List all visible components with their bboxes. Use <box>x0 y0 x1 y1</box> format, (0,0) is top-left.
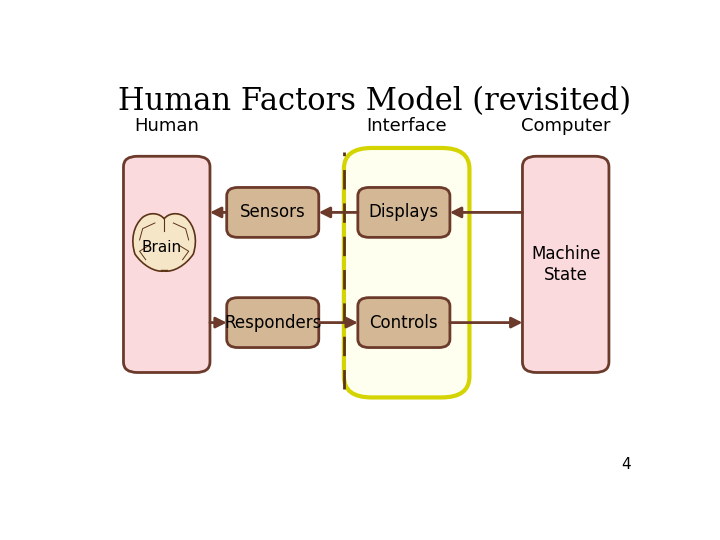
Text: Human Factors Model (revisited): Human Factors Model (revisited) <box>118 85 631 117</box>
FancyBboxPatch shape <box>227 187 319 238</box>
FancyBboxPatch shape <box>227 298 319 348</box>
Text: Human: Human <box>135 118 199 136</box>
Text: Sensors: Sensors <box>240 204 305 221</box>
Text: Computer: Computer <box>521 118 611 136</box>
FancyBboxPatch shape <box>358 187 450 238</box>
FancyBboxPatch shape <box>124 156 210 373</box>
Text: Brain: Brain <box>141 240 181 254</box>
FancyBboxPatch shape <box>523 156 609 373</box>
Text: Controls: Controls <box>369 314 438 332</box>
FancyBboxPatch shape <box>358 298 450 348</box>
FancyBboxPatch shape <box>344 148 469 397</box>
Text: Machine
State: Machine State <box>531 245 600 284</box>
Text: Interface: Interface <box>366 118 447 136</box>
Text: 4: 4 <box>621 457 631 472</box>
Text: Responders: Responders <box>224 314 321 332</box>
PathPatch shape <box>133 214 195 271</box>
Text: Displays: Displays <box>369 204 439 221</box>
